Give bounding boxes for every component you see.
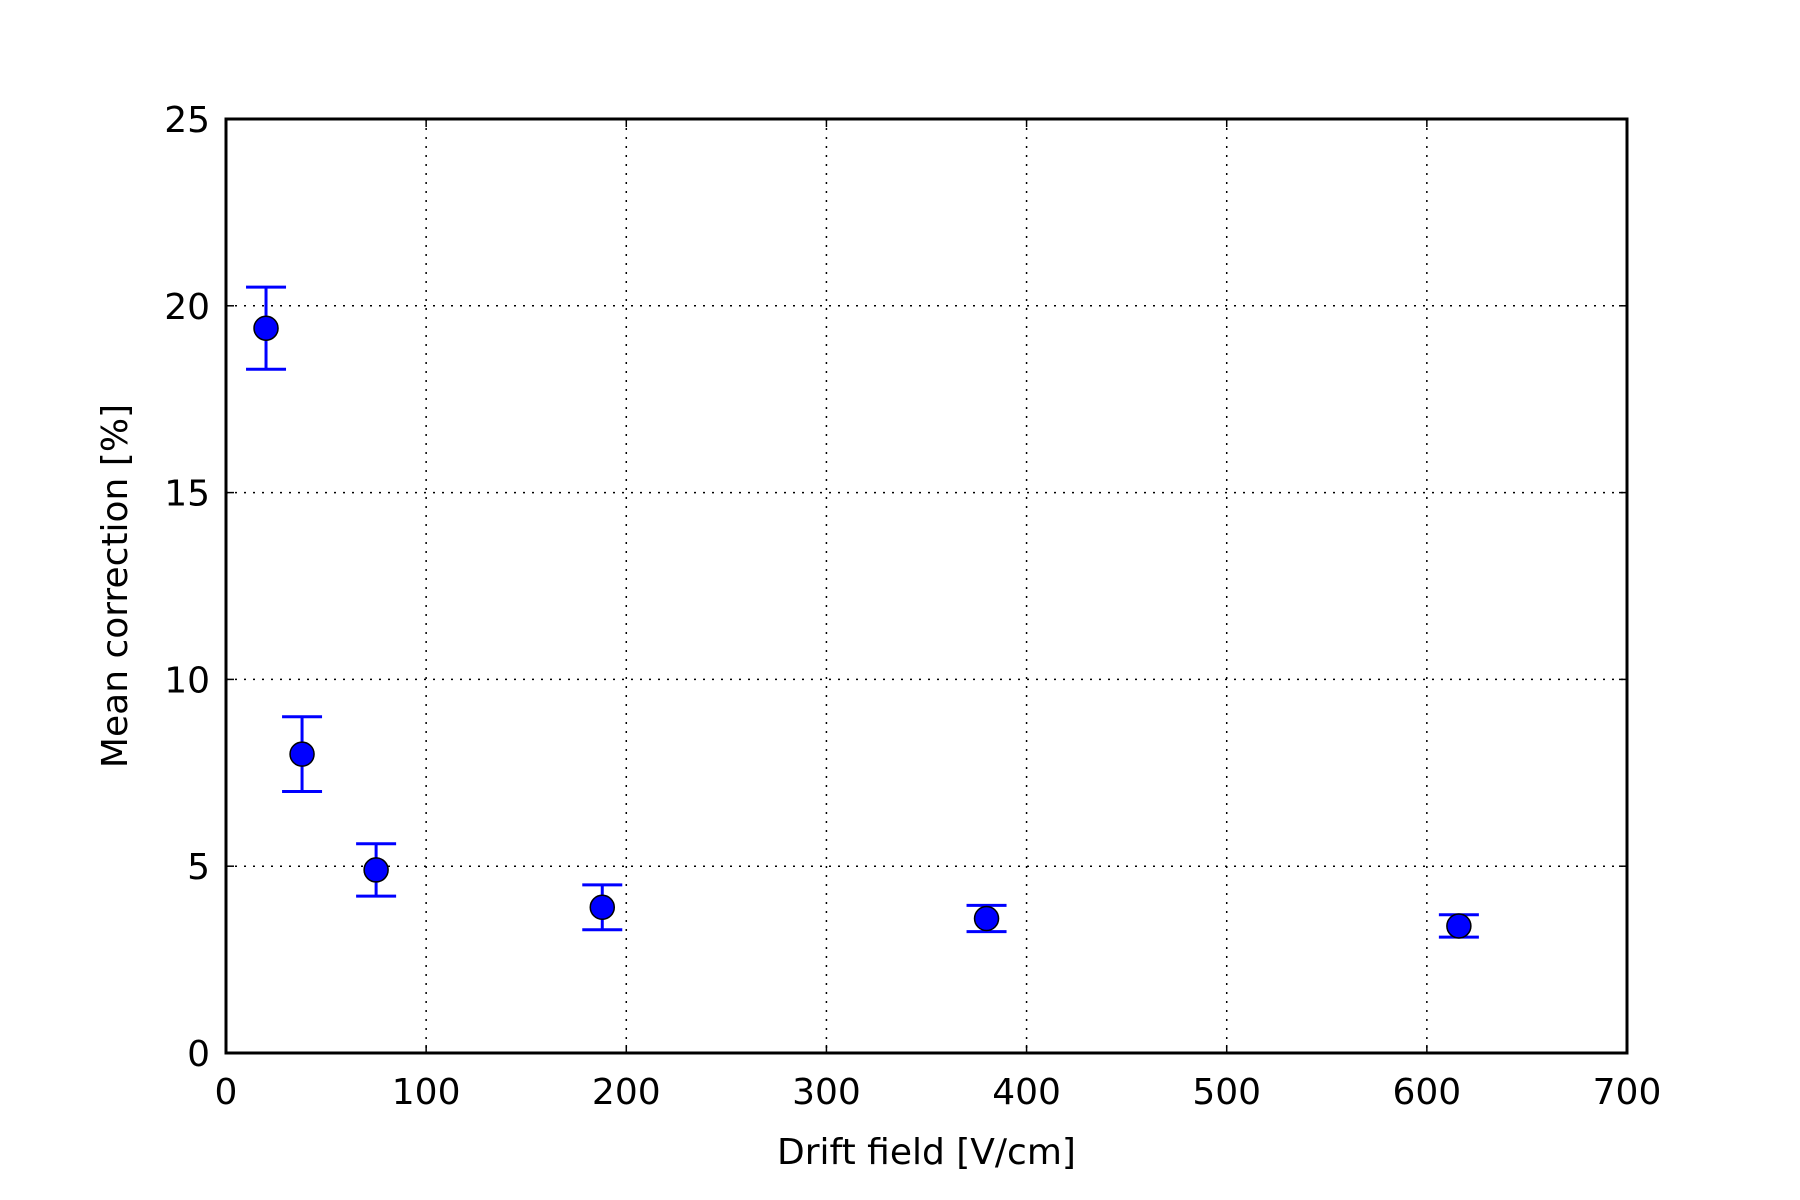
y-tick-label: 15 bbox=[164, 474, 210, 515]
data-point bbox=[289, 741, 315, 767]
x-tick-label: 300 bbox=[792, 1072, 861, 1113]
x-axis-title: Drift field [V/cm] bbox=[777, 1132, 1076, 1173]
x-tick-label: 700 bbox=[1593, 1072, 1662, 1113]
y-tick-label: 20 bbox=[164, 287, 210, 328]
x-tick-label: 100 bbox=[392, 1072, 461, 1113]
y-axis-title: Mean correction [%] bbox=[95, 404, 136, 768]
x-tick-label: 0 bbox=[215, 1072, 238, 1113]
x-tick-label: 400 bbox=[992, 1072, 1061, 1113]
x-tick-label: 600 bbox=[1392, 1072, 1461, 1113]
y-tick-label: 0 bbox=[187, 1034, 210, 1075]
data-point bbox=[253, 315, 279, 341]
x-tick-labels: 0 100 200 300 400 500 600 700 bbox=[215, 1072, 1662, 1113]
y-tick-label: 25 bbox=[164, 100, 210, 141]
y-tick-label: 10 bbox=[164, 660, 210, 701]
data-point bbox=[589, 894, 616, 921]
y-tick-labels: 0 5 10 15 20 25 bbox=[164, 100, 210, 1075]
x-tick-label: 500 bbox=[1192, 1072, 1261, 1113]
data-points bbox=[253, 315, 1472, 939]
data-point bbox=[363, 857, 389, 883]
y-tick-label: 5 bbox=[187, 847, 210, 888]
data-point bbox=[973, 905, 1000, 932]
data-point bbox=[1446, 913, 1472, 939]
plot-frame bbox=[224, 117, 1629, 1055]
x-tick-label: 200 bbox=[592, 1072, 661, 1113]
